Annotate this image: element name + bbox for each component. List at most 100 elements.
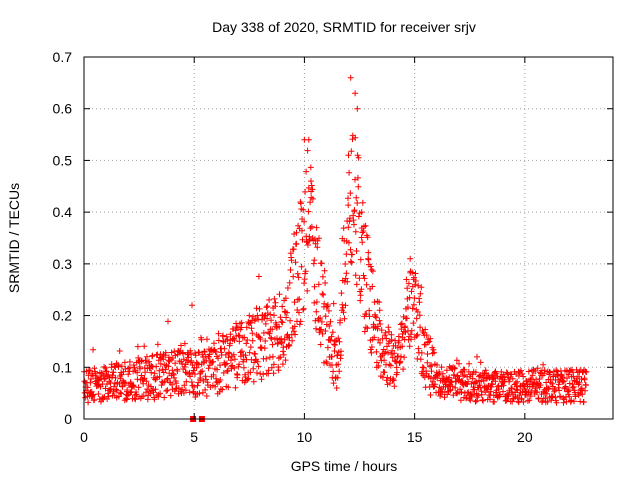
data-point — [568, 397, 575, 404]
data-point — [461, 366, 468, 373]
data-point — [506, 378, 513, 385]
data-point — [277, 354, 284, 361]
data-point — [397, 358, 404, 365]
data-point — [299, 227, 305, 234]
data-point — [580, 398, 587, 405]
data-point — [404, 304, 411, 311]
data-point — [244, 337, 251, 343]
data-point — [104, 390, 111, 397]
data-point — [295, 222, 302, 229]
data-point — [122, 380, 129, 387]
data-point — [400, 366, 407, 373]
data-point — [398, 353, 404, 360]
data-point — [342, 275, 349, 282]
data-point — [157, 360, 164, 367]
data-point — [268, 335, 275, 342]
data-point — [223, 333, 230, 340]
data-point — [355, 213, 362, 220]
data-point — [457, 386, 464, 393]
data-point — [162, 366, 169, 373]
data-point — [347, 74, 354, 81]
data-point — [504, 370, 511, 377]
data-point — [583, 369, 590, 375]
data-point — [403, 276, 410, 283]
data-point — [342, 302, 349, 309]
data-point — [187, 373, 194, 380]
data-point — [267, 311, 274, 318]
data-point — [87, 379, 94, 386]
data-point — [427, 392, 434, 398]
data-point — [413, 315, 420, 322]
data-point — [157, 390, 164, 397]
data-point — [407, 331, 414, 338]
data-point — [417, 356, 424, 363]
data-point — [520, 399, 527, 405]
data-point — [210, 358, 217, 365]
data-point — [300, 306, 307, 313]
data-point — [197, 375, 204, 381]
data-point — [326, 336, 333, 343]
data-point — [261, 345, 268, 352]
data-point — [331, 348, 338, 354]
data-point — [264, 303, 271, 310]
data-point — [318, 326, 325, 333]
data-point — [423, 332, 430, 339]
data-point — [307, 199, 314, 206]
data-point — [226, 350, 233, 357]
data-point — [151, 396, 158, 403]
data-point — [332, 342, 339, 348]
data-point — [131, 383, 138, 390]
y-tick-label: 0.6 — [53, 101, 73, 117]
data-point — [268, 317, 275, 324]
data-point — [125, 371, 132, 378]
data-point — [314, 244, 321, 251]
data-point — [357, 292, 364, 299]
data-point — [570, 373, 577, 380]
data-point — [87, 367, 93, 374]
data-point — [89, 392, 96, 399]
data-point — [293, 240, 300, 247]
data-point — [287, 317, 294, 324]
data-point — [377, 339, 383, 346]
data-point — [579, 391, 586, 398]
data-point — [204, 336, 210, 343]
data-point — [357, 297, 364, 304]
data-point — [427, 335, 434, 342]
data-point — [149, 352, 156, 359]
x-tick-label: 0 — [80, 429, 88, 445]
data-point — [257, 336, 264, 343]
data-point — [518, 367, 524, 374]
data-point — [175, 385, 182, 391]
data-point — [206, 351, 213, 358]
data-point — [220, 369, 227, 376]
data-point — [245, 375, 252, 382]
data-point — [369, 268, 376, 275]
data-point — [560, 378, 567, 385]
data-point — [319, 330, 326, 337]
data-point — [101, 376, 108, 383]
data-point — [409, 305, 416, 312]
data-point — [88, 376, 94, 382]
data-point — [384, 374, 391, 381]
data-point — [221, 345, 228, 352]
data-point — [84, 384, 91, 391]
data-point — [319, 273, 326, 280]
data-point — [446, 374, 453, 381]
y-axis-title: SRMTID / TECUs — [6, 183, 22, 293]
data-point — [300, 206, 307, 213]
data-point — [92, 370, 99, 377]
data-point — [473, 397, 480, 404]
data-point — [258, 376, 265, 383]
data-point — [333, 385, 340, 391]
data-point — [361, 275, 368, 282]
data-point — [255, 363, 262, 370]
data-point — [300, 305, 307, 312]
data-point — [353, 194, 360, 201]
data-point — [573, 378, 580, 385]
data-point — [478, 378, 485, 385]
data-point — [187, 347, 194, 354]
data-point — [236, 333, 243, 340]
data-point — [254, 369, 260, 376]
data-point — [408, 288, 415, 295]
data-point — [571, 398, 577, 405]
